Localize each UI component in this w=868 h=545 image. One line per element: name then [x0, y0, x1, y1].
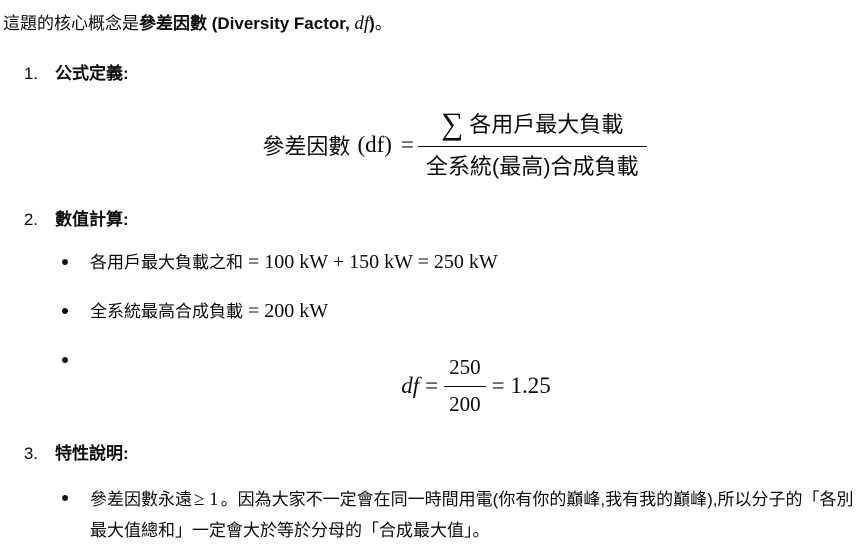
property-post: 。因為大家不一定會在同一時間用電(你有你的巔峰,我有我的巔峰),所以分子的「各別…: [90, 490, 854, 540]
fraction: 250 200: [444, 354, 486, 418]
fraction-numerator: 各用戶最大負載: [469, 111, 624, 137]
fraction-numerator: 250: [444, 354, 486, 387]
section-title-calculation: 數值計算:: [55, 210, 129, 229]
section-title-definition: 公式定義:: [55, 64, 129, 83]
bullet-icon: [62, 357, 68, 363]
intro-bold-text: 參差因數 (Diversity Factor,: [139, 14, 355, 33]
equals-sign: =: [425, 373, 439, 398]
fraction-denominator: 全系統(最高)合成負載: [425, 153, 639, 179]
section-title-property: 特性說明:: [55, 444, 129, 463]
intro-suffix: 。: [374, 14, 392, 33]
list-item-definition: 1. 公式定義: 參差因數 (df) = ∑ 各用戶最大負載 全系統(最高)合成負…: [3, 60, 854, 190]
list-item-property: 3. 特性說明: 參差因數永遠 ≥ 1 。因為大家不一定會在同一時間用電(你有你的巔…: [3, 440, 854, 545]
intro-paragraph: 這題的核心概念是參差因數 (Diversity Factor, df)。: [3, 10, 854, 38]
bullet-icon: [62, 259, 68, 265]
intro-prefix: 這題的核心概念是: [3, 14, 139, 33]
fraction-denominator: 200: [449, 392, 481, 416]
bullet-df-result: df = 250 200 = 1.25: [55, 346, 854, 426]
df-value: 1.25: [510, 373, 551, 398]
formula-lhs-paren: (df): [357, 132, 392, 157]
formula-diversity-definition: 參差因數 (df) = ∑ 各用戶最大負載 全系統(最高)合成負載: [55, 100, 854, 190]
property-paragraph: 參差因數永遠 ≥ 1 。因為大家不一定會在同一時間用電(你有你的巔峰,我有我的巔峰)…: [90, 484, 854, 545]
calc-label: 各用戶最大負載之和: [90, 253, 243, 272]
property-pre: 參差因數永遠: [90, 490, 192, 509]
formula-df-result: df = 250 200 = 1.25: [68, 346, 854, 426]
intro-bold-close: ): [369, 14, 375, 33]
summation-icon: ∑: [441, 105, 464, 141]
equals-sign: =: [400, 132, 414, 157]
list-item-calculation: 2. 數值計算: 各用戶最大負載之和 = 100 kW + 150 kW = 25…: [3, 206, 854, 426]
calc-bullet-list: 各用戶最大負載之和 = 100 kW + 150 kW = 250 kW 全系統最…: [55, 248, 854, 426]
numbered-list: 1. 公式定義: 參差因數 (df) = ∑ 各用戶最大負載 全系統(最高)合成負…: [3, 60, 854, 545]
df-inline-math: df: [354, 13, 370, 34]
bullet-icon: [62, 495, 68, 501]
df-symbol: df: [401, 373, 420, 398]
bullet-icon: [62, 308, 68, 314]
fraction: ∑ 各用戶最大負載 全系統(最高)合成負載: [417, 105, 647, 183]
calc-math: = 100 kW + 150 kW = 250 kW: [248, 251, 498, 273]
list-number: 1.: [23, 64, 38, 83]
formula-lhs-cjk: 參差因數: [262, 134, 351, 159]
equals-sign: =: [491, 373, 505, 398]
list-number: 2.: [23, 210, 38, 229]
bullet-property: 參差因數永遠 ≥ 1 。因為大家不一定會在同一時間用電(你有你的巔峰,我有我的巔峰)…: [55, 484, 854, 545]
list-number: 3.: [23, 444, 38, 463]
geq-one-math: ≥ 1: [194, 489, 219, 510]
intro-bold: 參差因數 (Diversity Factor, df): [139, 13, 375, 34]
bullet-system-peak: 全系統最高合成負載 = 200 kW: [55, 297, 854, 326]
bullet-sum-of-loads: 各用戶最大負載之和 = 100 kW + 150 kW = 250 kW: [55, 248, 854, 277]
property-bullet-list: 參差因數永遠 ≥ 1 。因為大家不一定會在同一時間用電(你有你的巔峰,我有我的巔峰)…: [55, 484, 854, 545]
calc-math: = 200 kW: [248, 300, 329, 322]
calc-label: 全系統最高合成負載: [90, 302, 243, 321]
